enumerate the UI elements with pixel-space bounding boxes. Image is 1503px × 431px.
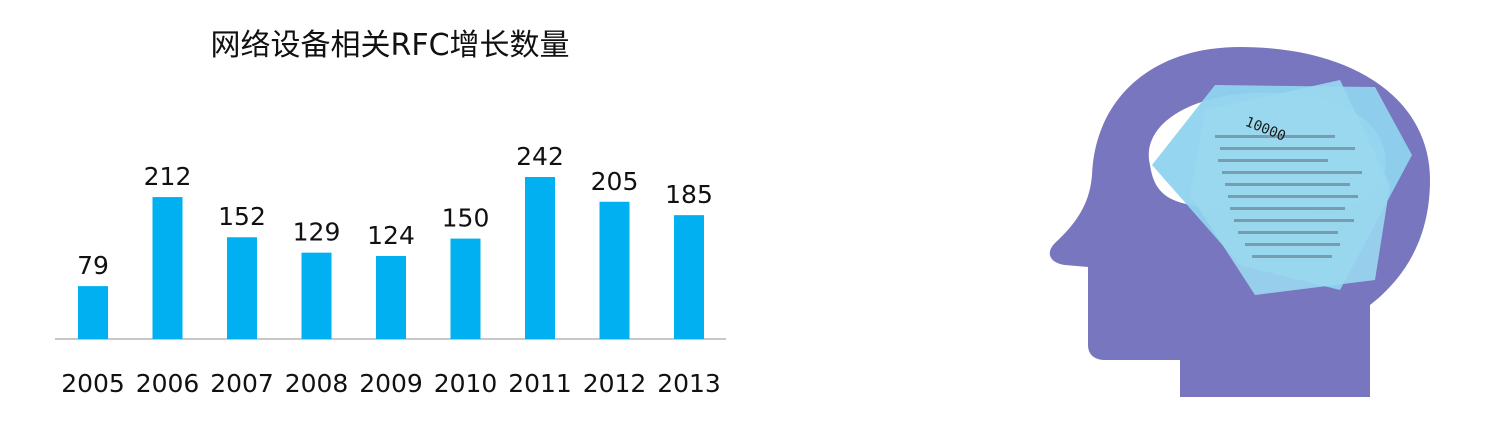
x-tick-label: 2011 xyxy=(508,369,572,398)
x-tick-label: 2009 xyxy=(359,369,423,398)
chart-title: 网络设备相关RFC增长数量 xyxy=(210,28,569,63)
bar-value-label: 205 xyxy=(591,167,639,196)
bar-2007 xyxy=(227,237,257,339)
x-tick-label: 2007 xyxy=(210,369,274,398)
rfc-bar-chart: 网络设备相关RFC增长数量 79 2005 212 2006 152 2007 129 200… xyxy=(55,28,726,398)
bars-group: 79 2005 212 2006 152 2007 129 2008 124 2009 150 201… xyxy=(61,142,721,398)
bar-value-label: 185 xyxy=(665,180,713,209)
bar-2011 xyxy=(525,177,555,339)
x-tick-label: 2013 xyxy=(657,369,721,398)
bar-value-label: 212 xyxy=(144,162,192,191)
bar-value-label: 242 xyxy=(516,142,564,171)
bar-2009 xyxy=(376,255,406,339)
x-tick-label: 2006 xyxy=(136,369,200,398)
bar-value-label: 150 xyxy=(442,204,490,233)
x-tick-label: 2010 xyxy=(434,369,498,398)
document-stack-icon: 10000 xyxy=(1152,80,1412,295)
bar-2008 xyxy=(301,252,332,339)
x-tick-label: 2008 xyxy=(285,369,349,398)
x-tick-label: 2005 xyxy=(61,369,125,398)
bar-2006 xyxy=(152,197,183,339)
bar-value-label: 124 xyxy=(367,221,415,250)
bar-2013 xyxy=(674,215,704,339)
bar-2010 xyxy=(450,238,481,339)
head-with-documents-icon: 10000 xyxy=(1049,47,1430,397)
bar-value-label: 129 xyxy=(293,218,341,247)
bar-2012 xyxy=(599,201,630,339)
bar-value-label: 152 xyxy=(218,202,266,231)
x-tick-label: 2012 xyxy=(583,369,647,398)
bar-value-label: 79 xyxy=(77,251,109,280)
bar-2005 xyxy=(78,286,108,339)
